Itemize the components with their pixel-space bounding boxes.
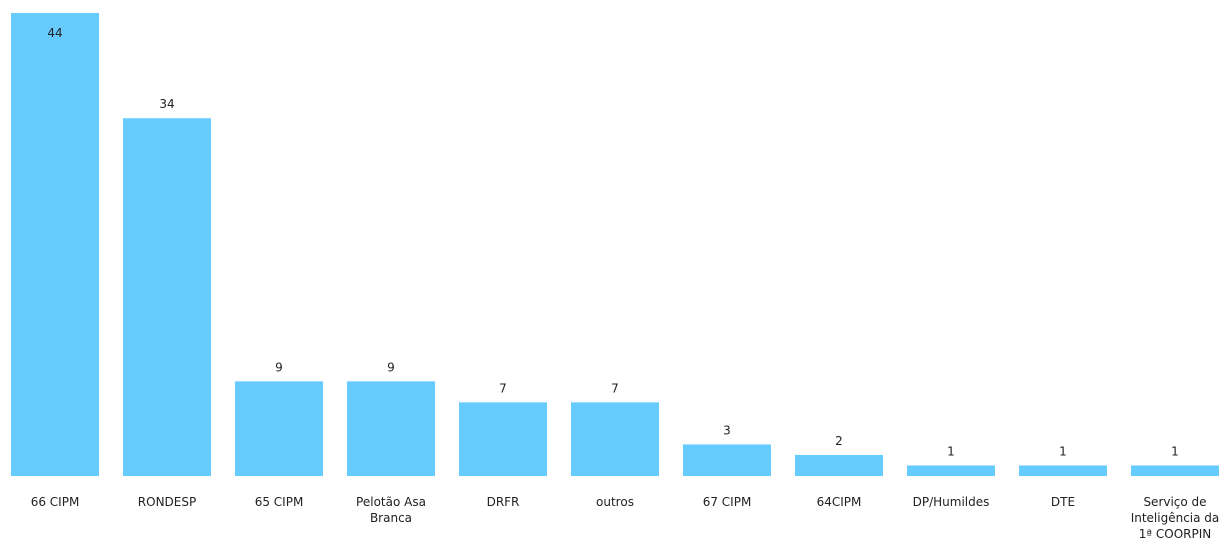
bar-7 [795,454,883,476]
data-label-4: 7 [499,381,507,395]
category-label-1: RONDESP [137,495,197,509]
category-label-0: 66 CIPM [30,495,80,509]
data-label-9: 1 [1059,444,1067,458]
data-label-1: 34 [159,97,174,111]
bar-8 [907,465,995,476]
data-label-3: 9 [387,360,395,374]
category-label-3: Pelotão Asa Branca [356,495,426,525]
category-label-7: 64CIPM [816,495,862,509]
bar-9 [1019,465,1107,476]
category-label-2: 65 CIPM [254,495,304,509]
data-label-7: 2 [835,434,843,448]
data-label-10: 1 [1171,444,1179,458]
category-label-6: 67 CIPM [702,495,752,509]
bar-3 [347,381,435,476]
bar-2 [235,381,323,476]
data-label-0: 44 [47,26,62,40]
bar-4 [459,402,547,476]
category-label-10: Serviço de Inteligência da 1ª COORPIN [1130,495,1220,541]
data-label-8: 1 [947,444,955,458]
data-label-6: 3 [723,423,731,437]
bar-6 [683,444,771,476]
data-label-5: 7 [611,381,619,395]
category-label-5: outros [596,495,634,509]
category-label-4: DRFR [486,495,520,509]
category-label-9: DTE [1050,495,1076,509]
bar-5 [571,402,659,476]
category-label-8: DP/Humildes [912,495,990,509]
data-label-2: 9 [275,360,283,374]
bar-0 [11,13,99,476]
bar-10 [1131,465,1219,476]
bar-1 [123,118,211,477]
